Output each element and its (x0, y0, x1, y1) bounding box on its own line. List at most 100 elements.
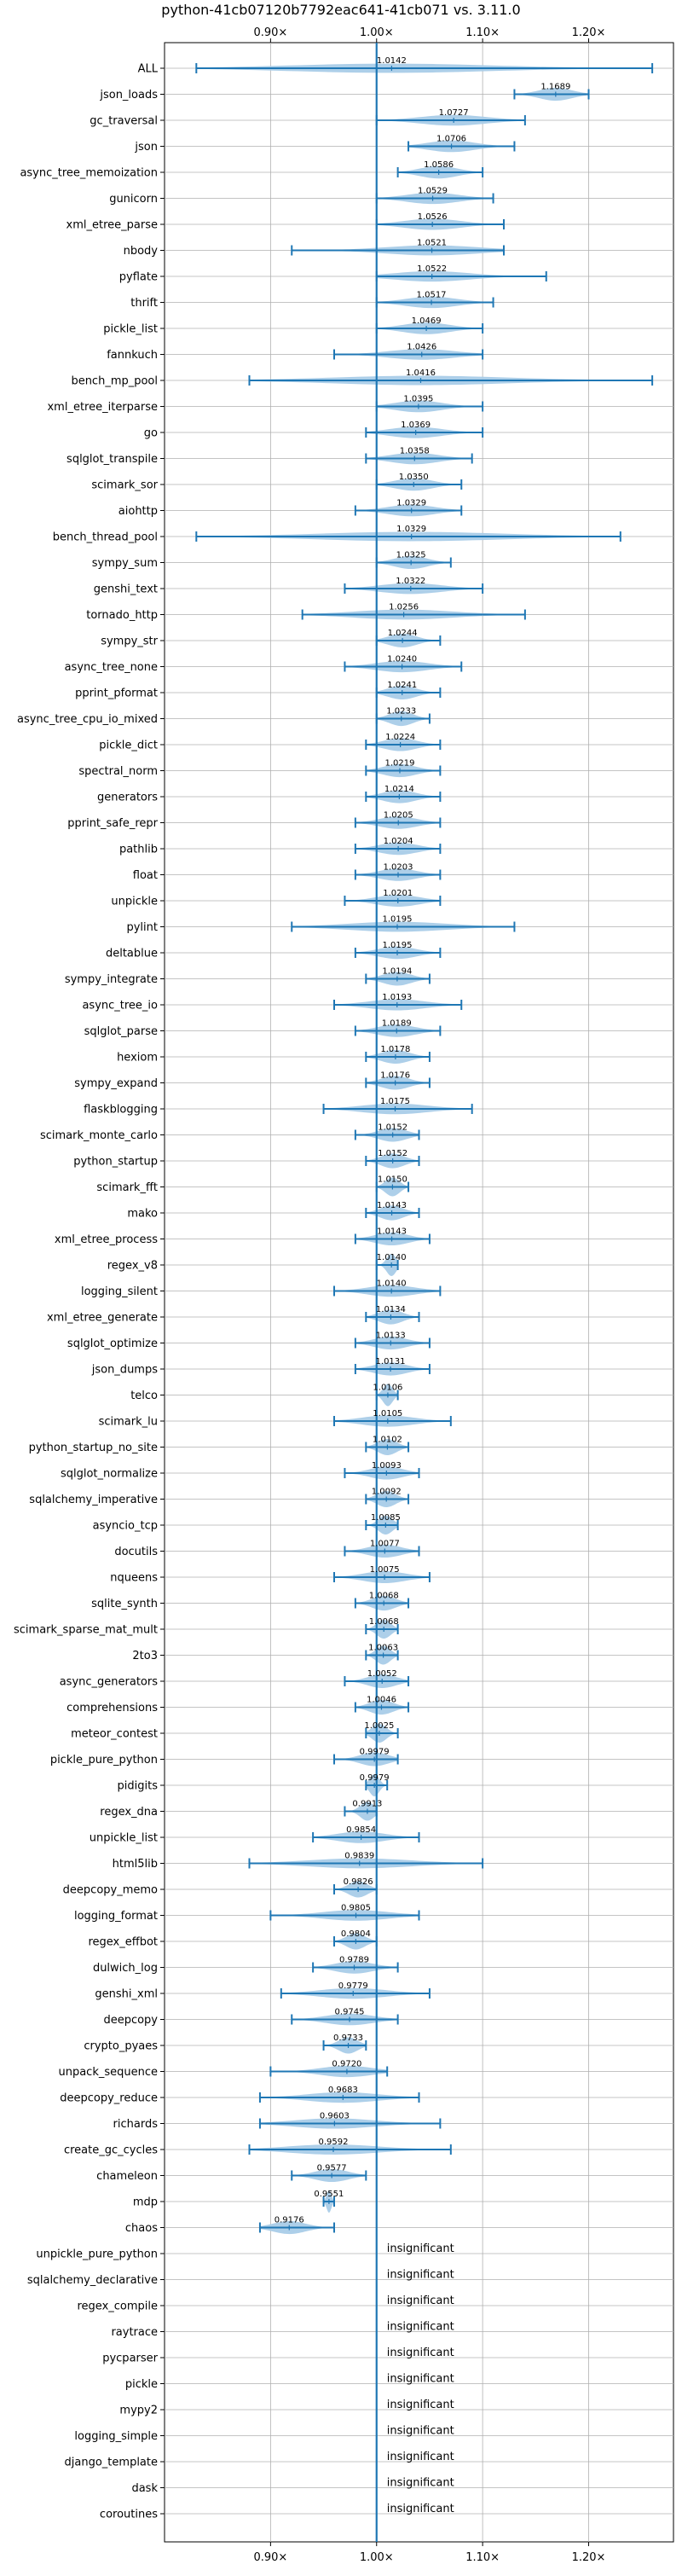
x-tick-label-top: 0.90× (253, 26, 287, 39)
category-label: pickle_list (103, 323, 158, 336)
value-label: 1.0092 (372, 1488, 402, 1497)
value-label: 1.0214 (384, 785, 414, 794)
category-label: unpack_sequence (58, 2066, 158, 2079)
value-label: 1.0077 (370, 1540, 400, 1549)
value-label: 1.0176 (380, 1071, 410, 1081)
value-label: 1.0131 (376, 1357, 406, 1366)
value-label: 1.0205 (384, 811, 413, 821)
value-label: 0.9551 (314, 2190, 344, 2199)
value-label: 1.0175 (380, 1097, 410, 1106)
plot-frame (164, 42, 674, 2543)
category-label: python_startup_no_site (29, 1442, 158, 1454)
insignificant-label: insignificant (387, 2321, 454, 2334)
insignificant-label: insignificant (387, 2373, 454, 2386)
value-label: 1.0233 (386, 707, 416, 717)
category-label: json (134, 141, 158, 154)
category-label: pylint (126, 921, 158, 934)
value-label: 1.0203 (383, 863, 413, 873)
value-label: 1.0152 (378, 1149, 407, 1158)
value-label: 1.0193 (382, 993, 412, 1002)
value-label: 1.0586 (424, 160, 454, 170)
category-label: generators (97, 792, 158, 804)
value-label: 1.0195 (383, 941, 413, 950)
category-label: gunicorn (109, 193, 158, 206)
value-label: 1.0522 (417, 264, 447, 274)
category-label: aiohttp (118, 505, 158, 518)
value-label: 1.0093 (372, 1461, 402, 1471)
value-label: 1.0350 (399, 473, 429, 482)
value-label: 1.0133 (376, 1332, 406, 1341)
value-label: 1.0102 (373, 1436, 402, 1445)
value-label: 0.9592 (319, 2138, 349, 2147)
value-label: 1.0068 (369, 1617, 399, 1627)
value-label: 1.0201 (383, 889, 413, 898)
category-label: sqlglot_normalize (61, 1468, 158, 1481)
category-label: mako (127, 1208, 158, 1221)
category-label: mdp (133, 2196, 158, 2209)
value-label: 0.9805 (341, 1904, 371, 1913)
value-label: 1.0529 (418, 187, 448, 196)
value-label: 1.0727 (439, 108, 469, 118)
value-label: 1.0152 (378, 1123, 407, 1133)
value-label: 0.9603 (320, 2112, 350, 2121)
value-label: 1.0025 (364, 1721, 394, 1731)
category-label: unpickle_pure_python (36, 2248, 158, 2261)
category-label: sqlglot_parse (84, 1025, 158, 1038)
category-label: regex_dna (100, 1806, 158, 1819)
value-label: 1.0189 (382, 1019, 412, 1029)
category-label: comprehensions (66, 1702, 158, 1714)
value-label: 1.0219 (384, 759, 414, 769)
value-label: 1.0068 (369, 1592, 399, 1601)
category-label: async_tree_cpu_io_mixed (17, 713, 158, 726)
value-label: 0.9979 (360, 1748, 390, 1757)
value-label: 1.0256 (389, 603, 419, 612)
category-label: telco (130, 1390, 158, 1402)
value-label: 0.9826 (344, 1877, 373, 1887)
category-label: dask (131, 2482, 158, 2495)
category-label: genshi_text (94, 583, 158, 596)
value-label: 0.9913 (352, 1800, 382, 1809)
category-label: asyncio_tcp (93, 1520, 158, 1533)
value-label: 0.9779 (338, 1981, 368, 1991)
x-tick-label-bottom: 0.90× (253, 2551, 287, 2564)
value-label: 0.9979 (360, 1773, 390, 1783)
category-label: scimark_lu (99, 1416, 158, 1429)
category-label: sqlglot_optimize (67, 1337, 158, 1350)
category-label: ALL (138, 63, 159, 76)
category-label: chameleon (96, 2170, 158, 2183)
insignificant-label: insignificant (387, 2295, 454, 2307)
insignificant-label: insignificant (387, 2399, 454, 2411)
value-label: 1.0416 (406, 368, 436, 378)
insignificant-label: insignificant (387, 2347, 454, 2359)
value-label: 1.0358 (400, 447, 430, 456)
category-label: coroutines (100, 2509, 158, 2521)
category-label: sqlalchemy_imperative (29, 1494, 158, 1506)
category-label: mypy2 (119, 2405, 158, 2417)
category-label: tornado_http (86, 609, 158, 622)
category-label: sympy_sum (92, 557, 158, 570)
category-label: unpickle_list (90, 1832, 158, 1845)
category-label: html5lib (113, 1858, 158, 1871)
value-label: 1.0142 (377, 56, 407, 66)
value-label: 1.0329 (396, 525, 426, 534)
value-label: 1.0105 (373, 1409, 402, 1419)
value-label: 1.0325 (396, 551, 426, 560)
category-label: sqlalchemy_declarative (27, 2274, 158, 2287)
value-label: 1.0329 (396, 499, 426, 508)
category-label: crypto_pyaes (84, 2040, 158, 2053)
category-label: json_loads (99, 89, 158, 102)
category-label: scimark_monte_carlo (40, 1129, 158, 1142)
value-label: 1.0085 (371, 1513, 401, 1523)
value-label: 0.9745 (335, 2008, 365, 2017)
category-label: sympy_expand (74, 1077, 158, 1090)
category-label: pycparser (102, 2353, 158, 2365)
value-label: 1.0469 (412, 316, 442, 326)
category-label: sqlite_synth (91, 1598, 158, 1610)
category-label: pidigits (118, 1780, 159, 1793)
category-label: sqlglot_transpile (66, 453, 158, 466)
category-label: deepcopy_memo (63, 1884, 158, 1897)
value-label: 1.0369 (401, 421, 431, 430)
value-label: 1.0395 (403, 395, 433, 404)
insignificant-label: insignificant (387, 2451, 454, 2463)
